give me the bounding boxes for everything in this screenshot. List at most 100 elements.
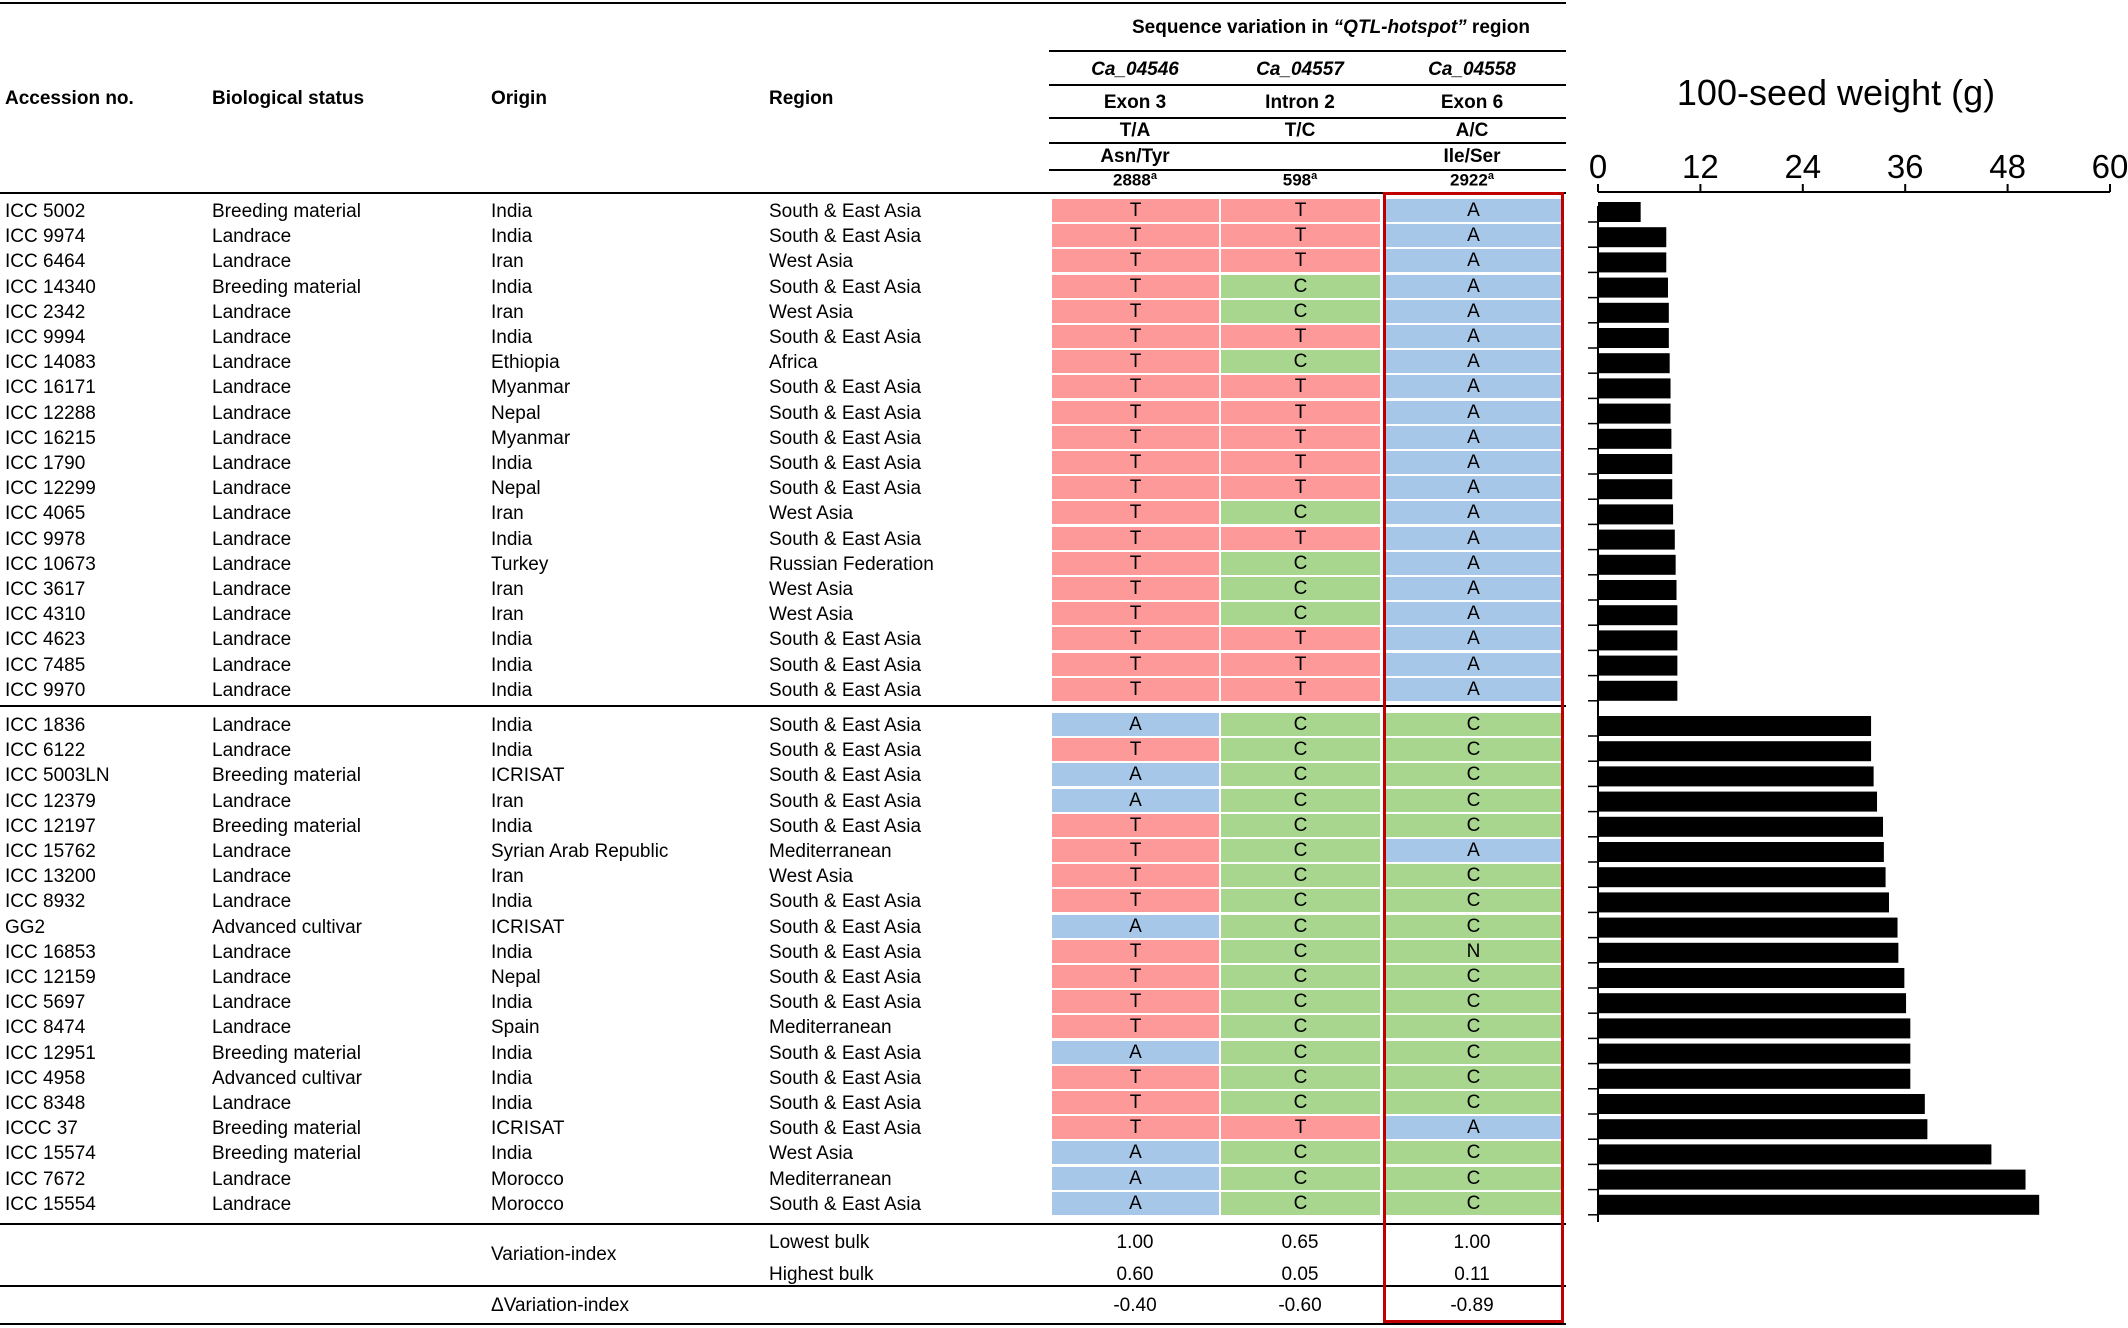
status-cell: Landrace bbox=[212, 967, 292, 988]
bar bbox=[1598, 1018, 1911, 1039]
status-cell: Breeding material bbox=[212, 1118, 361, 1140]
allele-cell: T bbox=[1052, 325, 1219, 348]
header-origin: Origin bbox=[491, 88, 547, 109]
allele-cell: A bbox=[1052, 788, 1219, 812]
allele-cell: T bbox=[1052, 551, 1219, 575]
delta-value: -0.40 bbox=[1113, 1295, 1157, 1316]
allele-cell: C bbox=[1383, 965, 1564, 988]
accession-cell: ICC 12951 bbox=[5, 1042, 96, 1064]
bar bbox=[1598, 202, 1641, 222]
gene-name: Ca_04557 bbox=[1256, 59, 1344, 80]
region-cell: South & East Asia bbox=[769, 478, 922, 500]
status-cell: Landrace bbox=[212, 629, 292, 651]
bar bbox=[1598, 353, 1670, 374]
gene-position-value: 2922 bbox=[1450, 170, 1488, 190]
table-row: ICC 12299 Landrace Nepal South & East Asia T… bbox=[0, 476, 1566, 500]
bar bbox=[1598, 968, 1905, 988]
allele-cell: T bbox=[1221, 476, 1380, 500]
origin-cell: Morocco bbox=[491, 1193, 564, 1215]
allele-cell: A bbox=[1052, 713, 1219, 736]
gene-name: Ca_04546 bbox=[1091, 59, 1179, 80]
allele-cell: C bbox=[1221, 602, 1380, 626]
allele-cell: C bbox=[1221, 864, 1380, 888]
origin-cell: India bbox=[491, 1093, 533, 1114]
accession-cell: ICC 5003LN bbox=[5, 765, 110, 787]
allele-cell: A bbox=[1383, 551, 1564, 575]
accession-cell: ICC 4623 bbox=[5, 629, 86, 651]
allele-cell: T bbox=[1052, 577, 1219, 600]
accession-cell: ICC 9970 bbox=[5, 679, 86, 701]
allele-cell: C bbox=[1383, 788, 1564, 812]
allele-cell: A bbox=[1383, 476, 1564, 500]
region-cell: South & East Asia bbox=[769, 629, 922, 651]
allele-cell: T bbox=[1052, 1065, 1219, 1089]
table-row: ICC 8348 Landrace India South & East Asia T C… bbox=[0, 1091, 1566, 1115]
x-tick-label: 12 bbox=[1682, 148, 1719, 185]
origin-cell: ICRISAT bbox=[491, 1118, 565, 1140]
allele-cell: T bbox=[1052, 602, 1219, 626]
allele-cell: C bbox=[1221, 1040, 1380, 1064]
region-cell: South & East Asia bbox=[769, 715, 922, 736]
bar bbox=[1598, 1094, 1925, 1114]
allele-cell: C bbox=[1221, 501, 1380, 525]
allele-cell: C bbox=[1221, 990, 1380, 1014]
bar bbox=[1598, 842, 1884, 862]
region-cell: South & East Asia bbox=[769, 1067, 922, 1089]
bar bbox=[1598, 454, 1673, 474]
allele-cell: C bbox=[1221, 763, 1380, 787]
origin-cell: India bbox=[491, 201, 533, 222]
allele-cell: C bbox=[1221, 889, 1380, 913]
allele-cell: T bbox=[1052, 299, 1219, 323]
gene-snp: T/C bbox=[1284, 120, 1316, 141]
accession-cell: ICC 15762 bbox=[5, 841, 96, 862]
bar bbox=[1598, 252, 1667, 273]
bar bbox=[1598, 1068, 1911, 1089]
allele-cell: C bbox=[1221, 299, 1380, 323]
region-cell: South & East Asia bbox=[769, 916, 922, 938]
bar bbox=[1598, 993, 1907, 1014]
bar bbox=[1598, 917, 1898, 938]
region-cell: South & East Asia bbox=[769, 427, 922, 449]
allele-cell: C bbox=[1221, 1015, 1380, 1039]
allele-cell: T bbox=[1052, 451, 1219, 474]
status-cell: Advanced cultivar bbox=[212, 916, 362, 938]
region-cell: Mediterranean bbox=[769, 1168, 892, 1190]
allele-cell: N bbox=[1383, 939, 1564, 963]
accession-cell: ICC 14340 bbox=[5, 276, 96, 298]
origin-cell: Nepal bbox=[491, 967, 541, 988]
origin-cell: India bbox=[491, 327, 533, 348]
header-accession: Accession no. bbox=[5, 88, 134, 109]
bar bbox=[1598, 277, 1668, 298]
region-cell: West Asia bbox=[769, 866, 854, 888]
table-row: ICC 3617 Landrace Iran West Asia T C A bbox=[0, 577, 1566, 601]
allele-cell: T bbox=[1221, 677, 1380, 701]
region-cell: South & East Asia bbox=[769, 654, 922, 676]
status-cell: Breeding material bbox=[212, 765, 361, 787]
gene-feature: Exon 6 bbox=[1440, 92, 1504, 113]
allele-cell: C bbox=[1383, 713, 1564, 736]
table-row: ICC 7485 Landrace India South & East Asia T T… bbox=[0, 652, 1566, 677]
bar bbox=[1598, 529, 1675, 550]
top-rule bbox=[0, 2, 1566, 4]
region-cell: South & East Asia bbox=[769, 815, 922, 837]
allele-cell: A bbox=[1052, 763, 1219, 787]
allele-cell: A bbox=[1383, 602, 1564, 626]
status-cell: Landrace bbox=[212, 715, 292, 736]
allele-cell: A bbox=[1383, 451, 1564, 474]
allele-cell: A bbox=[1383, 627, 1564, 651]
region-cell: South & East Asia bbox=[769, 528, 922, 550]
footer-rule bbox=[0, 1285, 1566, 1287]
status-cell: Landrace bbox=[212, 528, 292, 550]
accession-cell: ICC 12379 bbox=[5, 790, 96, 812]
bar bbox=[1598, 716, 1872, 736]
status-cell: Landrace bbox=[212, 402, 292, 424]
seed-weight-chart: 100-seed weight (g) 0 12 24 36 48 60 bbox=[1588, 72, 2128, 1222]
allele-cell: A bbox=[1383, 839, 1564, 862]
accession-cell: ICC 13200 bbox=[5, 866, 96, 888]
origin-cell: India bbox=[491, 528, 533, 550]
group-divider-rule bbox=[0, 705, 1566, 707]
bar bbox=[1598, 605, 1678, 626]
seqvar-suffix: region bbox=[1466, 17, 1530, 38]
accession-cell: ICC 8474 bbox=[5, 1017, 86, 1039]
bar bbox=[1598, 1169, 2026, 1190]
